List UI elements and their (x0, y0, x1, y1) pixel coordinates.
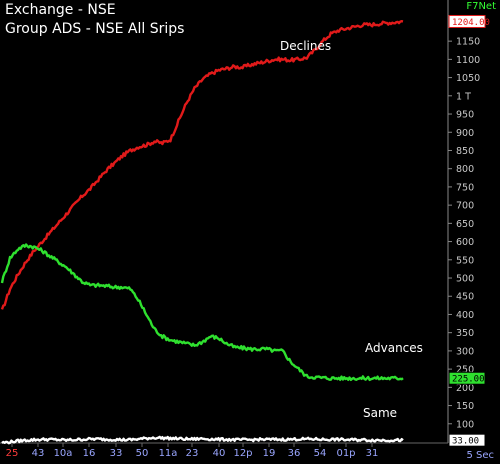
y-tick-label: 250 (456, 365, 474, 376)
x-tick-label: 10a (54, 448, 73, 459)
x-tick-label: 01p (336, 448, 355, 459)
y-tick-label: 100 (456, 419, 474, 430)
last-value-advances: 225.00 (452, 375, 485, 385)
x-tick-label: 50 (136, 448, 149, 459)
series-line-declines (0, 20, 404, 310)
y-tick-label: 700 (456, 201, 474, 212)
y-tick-label: 1050 (456, 73, 480, 84)
x-tick-label: 23 (186, 448, 199, 459)
x-tick-label: 33 (110, 448, 123, 459)
y-tick-label: 550 (456, 255, 474, 266)
series-line-advances (0, 243, 404, 382)
y-tick-label: 450 (456, 292, 474, 303)
y-tick-label: 500 (456, 274, 474, 285)
x-tick-label: 36 (288, 448, 301, 459)
y-tick-label: 600 (456, 237, 474, 248)
last-value-tag-declines (448, 14, 486, 28)
y-tick-label: 850 (456, 146, 474, 157)
x-tick-label: 40 (213, 448, 226, 459)
brand-label: F7Net (466, 1, 496, 12)
y-tick-label: 650 (456, 219, 474, 230)
x-tick-label: 43 (32, 448, 45, 459)
last-value-tag-advances (448, 371, 486, 385)
last-value-declines: 1204.00 (452, 18, 490, 28)
y-tick-label: 150 (456, 401, 474, 412)
x-tick-label: 11a (159, 448, 178, 459)
y-tick-label: 1150 (456, 37, 480, 48)
group-title: Group ADS - NSE All Srips (5, 21, 185, 37)
y-tick-label: 800 (456, 164, 474, 175)
y-tick-label: 400 (456, 310, 474, 321)
y-tick-label: 300 (456, 346, 474, 357)
last-value-same: 33.00 (452, 437, 479, 447)
y-tick-label: 350 (456, 328, 474, 339)
exchange-title: Exchange - NSE (5, 2, 116, 18)
x-tick-label: 54 (314, 448, 327, 459)
last-value-tag-same (448, 433, 486, 447)
series-label-same: Same (363, 406, 397, 420)
y-tick-label: 1 T (456, 91, 471, 102)
x-tick-label: 12p (233, 448, 252, 459)
x-tick-label: 19 (263, 448, 276, 459)
series-label-advances: Advances (365, 341, 423, 355)
y-tick-label: 200 (456, 383, 474, 394)
x-tick-label: 16 (83, 448, 96, 459)
y-tick-label: 950 (456, 110, 474, 121)
interval-label[interactable]: 5 Sec (466, 450, 494, 461)
series-label-declines: Declines (280, 39, 331, 53)
y-tick-label: 1100 (456, 55, 480, 66)
y-tick-label: 900 (456, 128, 474, 139)
y-tick-label: 750 (456, 182, 474, 193)
x-tick-label: 25 (6, 448, 19, 459)
x-tick-label: 31 (366, 448, 379, 459)
series-line-same (1, 435, 404, 445)
